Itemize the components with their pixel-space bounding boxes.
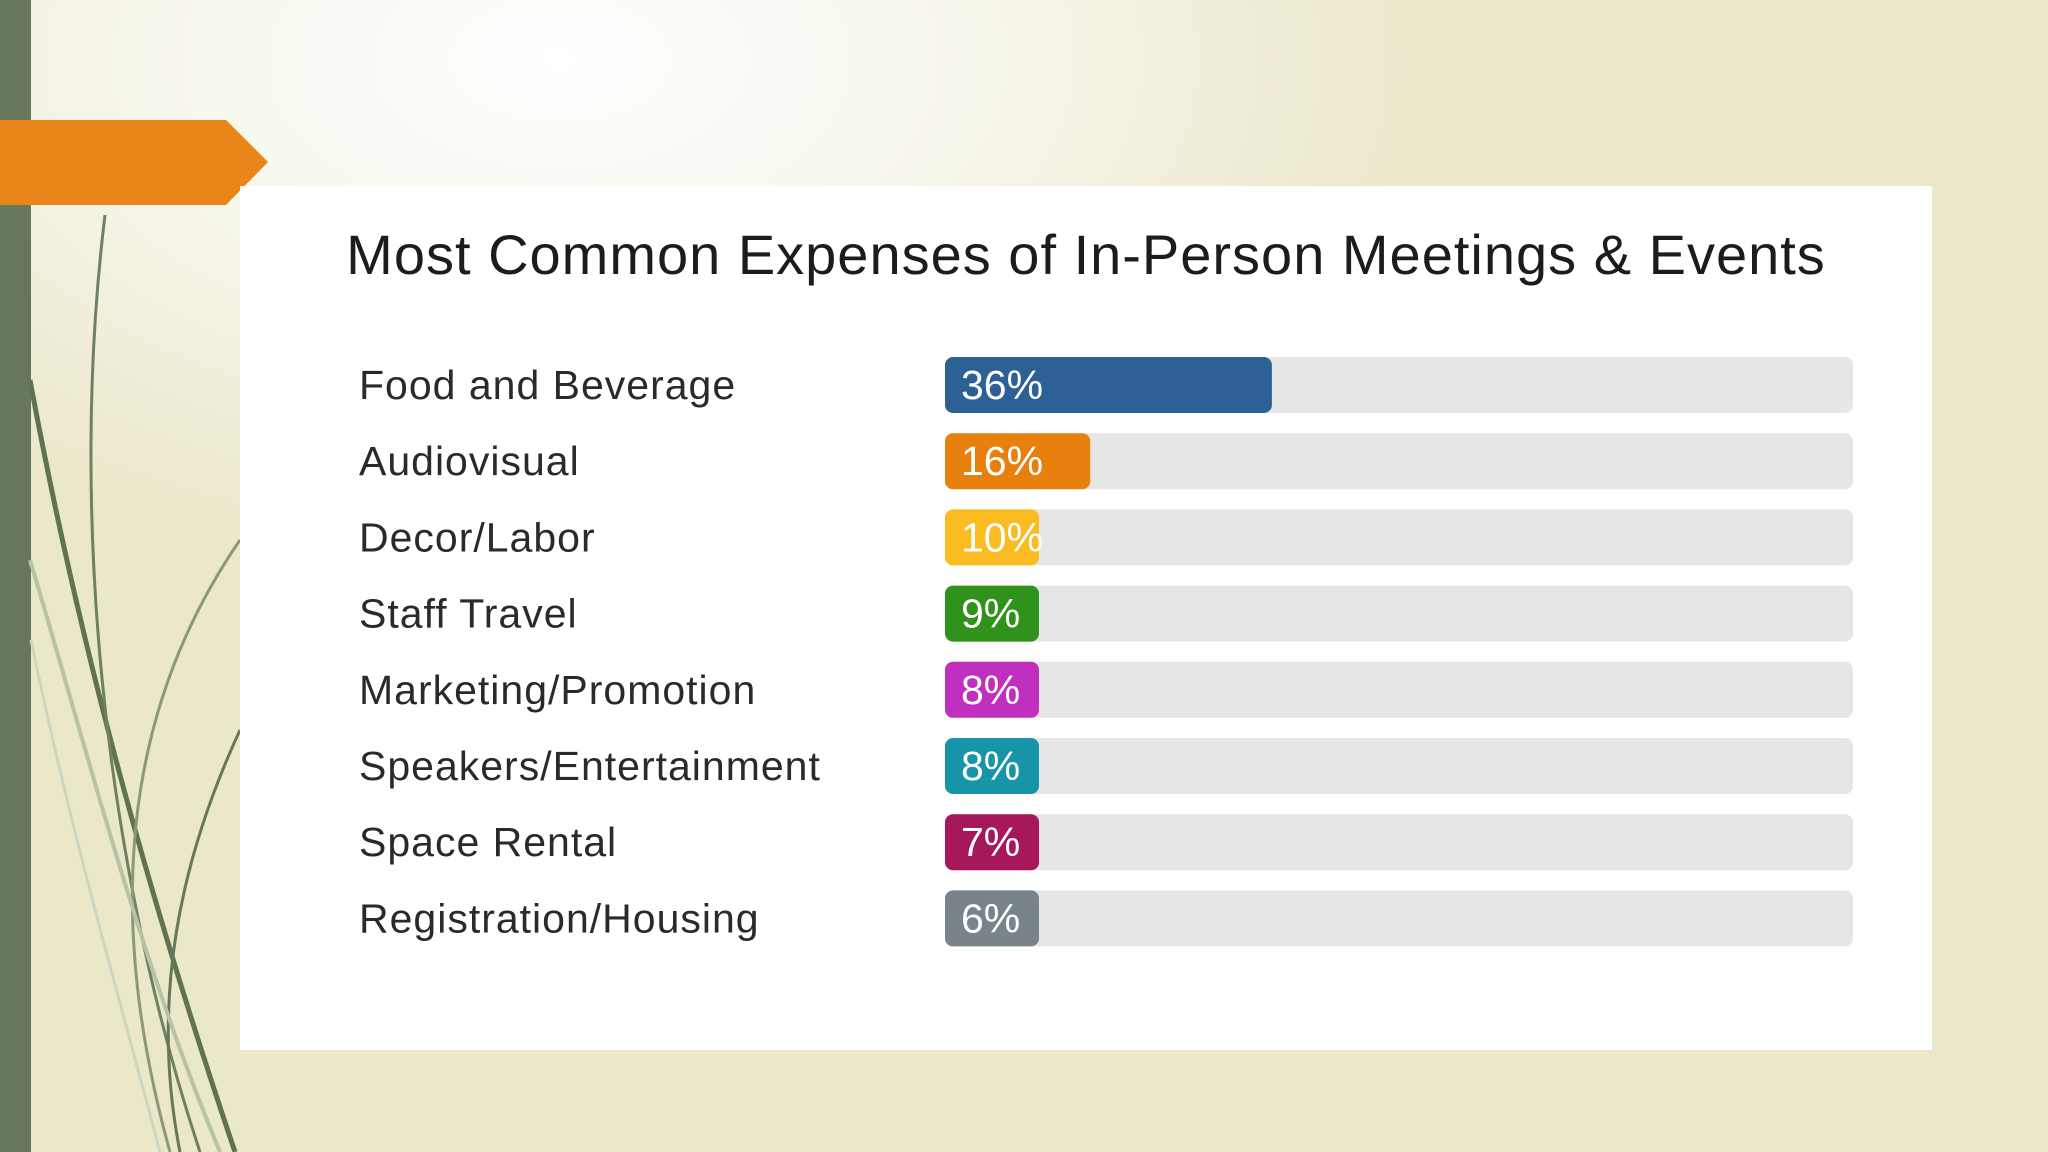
bar-marketing-promotion xyxy=(945,661,1039,718)
category-label-marketing-promotion: Marketing/Promotion xyxy=(359,667,756,713)
grass-decoration xyxy=(27,214,242,1152)
bar-track-speakers-entertainment xyxy=(945,738,1853,794)
category-label-speakers-entertainment: Speakers/Entertainment xyxy=(359,743,821,789)
category-label-audiovisual: Audiovisual xyxy=(359,438,580,484)
bar-track-decor-labor xyxy=(945,509,1853,566)
value-label-marketing-promotion: 8% xyxy=(961,667,1020,713)
bar-audiovisual xyxy=(945,433,1091,490)
value-label-registration-housing: 6% xyxy=(961,895,1020,941)
category-label-registration-housing: Registration/Housing xyxy=(359,895,760,941)
chart-card: Most Common Expenses of In-Person Meetin… xyxy=(240,186,1932,1050)
bar-track-registration-housing xyxy=(945,890,1853,947)
bar-staff-travel xyxy=(945,585,1039,642)
value-label-staff-travel: 9% xyxy=(961,591,1020,637)
bar-speakers-entertainment xyxy=(945,738,1039,794)
orange-arrow-tab xyxy=(0,120,268,205)
bar-decor-labor xyxy=(945,509,1039,566)
bar-registration-housing xyxy=(945,890,1039,947)
bar-track-space-rental xyxy=(945,814,1853,871)
category-label-space-rental: Space Rental xyxy=(359,819,617,865)
chart-title: Most Common Expenses of In-Person Meetin… xyxy=(346,223,1826,286)
category-label-decor-labor: Decor/Labor xyxy=(359,514,596,560)
value-label-space-rental: 7% xyxy=(961,819,1020,865)
bar-food-and-beverage xyxy=(945,357,1272,413)
value-label-speakers-entertainment: 8% xyxy=(961,743,1020,789)
bar-track-audiovisual xyxy=(945,433,1853,490)
category-label-food-and-beverage: Food and Beverage xyxy=(359,362,736,408)
bar-track-marketing-promotion xyxy=(945,661,1853,718)
value-label-decor-labor: 10% xyxy=(961,514,1043,560)
category-label-staff-travel: Staff Travel xyxy=(359,591,578,637)
value-label-audiovisual: 16% xyxy=(961,438,1043,484)
value-label-food-and-beverage: 36% xyxy=(961,362,1043,408)
bar-space-rental xyxy=(945,814,1039,871)
bar-chart: Food and Beverage 36% Audiovisual 16% Decor/… xyxy=(359,357,1853,947)
bar-track-staff-travel xyxy=(945,585,1853,642)
